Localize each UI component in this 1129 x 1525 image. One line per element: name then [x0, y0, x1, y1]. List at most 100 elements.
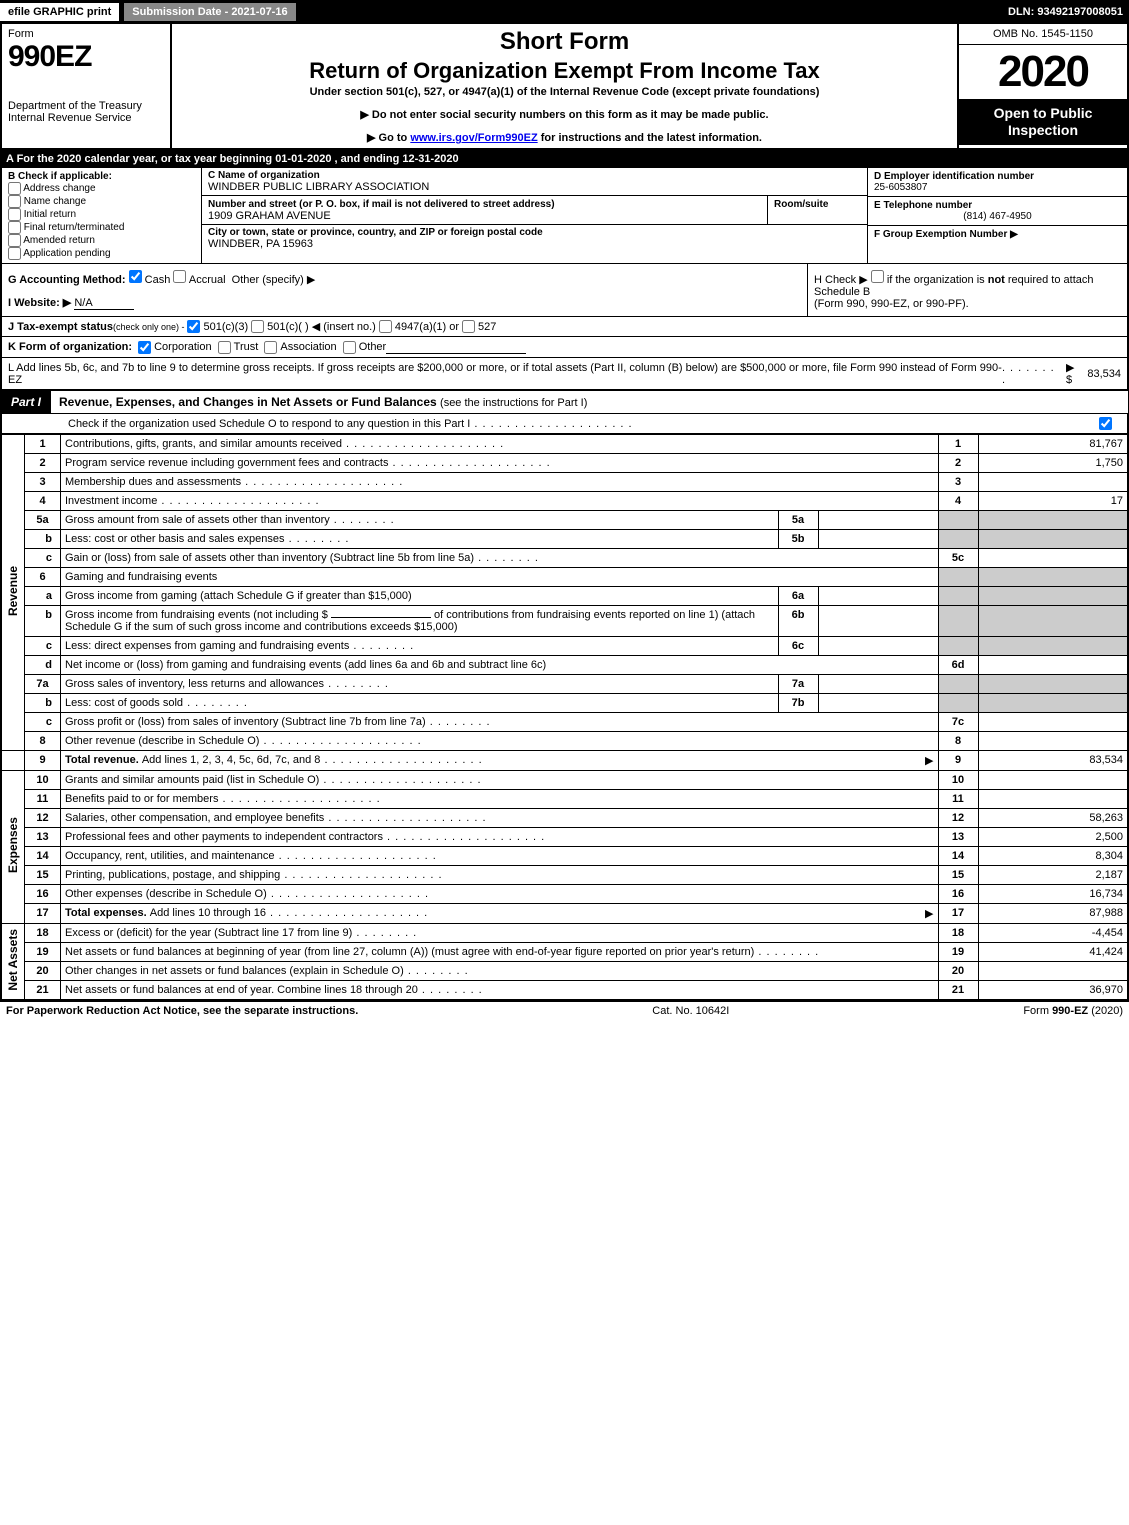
website-label: I Website: ▶ — [8, 297, 71, 309]
chk-association[interactable] — [264, 341, 277, 354]
row-1: Revenue 1Contributions, gifts, grants, a… — [1, 435, 1128, 454]
chk-4947[interactable] — [379, 320, 392, 333]
form-footer-label: Form 990-EZ (2020) — [1023, 1005, 1123, 1017]
amt-18: -4,454 — [978, 924, 1128, 943]
row-9: 9Total revenue. Add lines 1, 2, 3, 4, 5c… — [1, 751, 1128, 771]
row-6d: dNet income or (loss) from gaming and fu… — [1, 656, 1128, 675]
chk-501c[interactable] — [251, 320, 264, 333]
netassets-side-label: Net Assets — [6, 929, 20, 991]
website-value: N/A — [74, 297, 134, 310]
under-section: Under section 501(c), 527, or 4947(a)(1)… — [178, 86, 951, 98]
amt-12: 58,263 — [978, 809, 1128, 828]
amt-21: 36,970 — [978, 981, 1128, 1001]
line-g-h: G Accounting Method: Cash Accrual Other … — [0, 264, 1129, 317]
city-label: City or town, state or province, country… — [208, 227, 543, 238]
room-label: Room/suite — [774, 199, 828, 210]
row-6c: cLess: direct expenses from gaming and f… — [1, 637, 1128, 656]
row-6: 6Gaming and fundraising events — [1, 568, 1128, 587]
chk-trust[interactable] — [218, 341, 231, 354]
part-1-schedule-o-check: Check if the organization used Schedule … — [0, 414, 1129, 434]
return-title: Return of Organization Exempt From Incom… — [178, 58, 951, 84]
irs-label: Internal Revenue Service — [8, 112, 164, 124]
row-19: 19Net assets or fund balances at beginni… — [1, 943, 1128, 962]
line-a-tax-year: A For the 2020 calendar year, or tax yea… — [0, 150, 1129, 168]
amt-8 — [978, 732, 1128, 751]
row-16: 16Other expenses (describe in Schedule O… — [1, 885, 1128, 904]
row-10: Expenses 10Grants and similar amounts pa… — [1, 771, 1128, 790]
row-7c: cGross profit or (loss) from sales of in… — [1, 713, 1128, 732]
amt-17: 87,988 — [978, 904, 1128, 924]
amt-13: 2,500 — [978, 828, 1128, 847]
chk-527[interactable] — [462, 320, 475, 333]
ein-label: D Employer identification number — [874, 171, 1034, 182]
line-j-tax-exempt: J Tax-exempt status (check only one) - 5… — [0, 317, 1129, 337]
city-value: WINDBER, PA 15963 — [208, 238, 313, 250]
chk-address-change[interactable]: Address change — [8, 182, 195, 195]
ssn-warning: ▶ Do not enter social security numbers o… — [178, 108, 951, 121]
row-7a: 7aGross sales of inventory, less returns… — [1, 675, 1128, 694]
part-1-table: Revenue 1Contributions, gifts, grants, a… — [0, 434, 1129, 1001]
chk-final-return[interactable]: Final return/terminated — [8, 221, 195, 234]
part-1-header: Part I Revenue, Expenses, and Changes in… — [0, 390, 1129, 414]
chk-application-pending[interactable]: Application pending — [8, 247, 195, 260]
org-name: WINDBER PUBLIC LIBRARY ASSOCIATION — [208, 181, 429, 193]
row-5a: 5aGross amount from sale of assets other… — [1, 511, 1128, 530]
irs-link[interactable]: www.irs.gov/Form990EZ — [410, 132, 537, 144]
accounting-method-label: G Accounting Method: — [8, 274, 126, 286]
row-13: 13Professional fees and other payments t… — [1, 828, 1128, 847]
chk-name-change[interactable]: Name change — [8, 195, 195, 208]
row-6a: aGross income from gaming (attach Schedu… — [1, 587, 1128, 606]
chk-accrual[interactable] — [173, 270, 186, 283]
revenue-side-label: Revenue — [6, 566, 20, 616]
row-8: 8Other revenue (describe in Schedule O)8 — [1, 732, 1128, 751]
line-h-schedule-b: H Check ▶ if the organization is not req… — [807, 264, 1127, 316]
row-4: 4Investment income417 — [1, 492, 1128, 511]
dln-label: DLN: 93492197008051 — [1008, 6, 1129, 18]
chk-schedule-b[interactable] — [871, 270, 884, 283]
street-label: Number and street (or P. O. box, if mail… — [208, 199, 555, 210]
gross-receipts-amount: 83,534 — [1087, 368, 1121, 380]
chk-corporation[interactable] — [138, 341, 151, 354]
line-l-gross-receipts: L Add lines 5b, 6c, and 7b to line 9 to … — [0, 358, 1129, 390]
part-1-tag: Part I — [1, 391, 51, 413]
line-k-form-org: K Form of organization: Corporation Trus… — [0, 337, 1129, 358]
row-21: 21Net assets or fund balances at end of … — [1, 981, 1128, 1001]
department-label: Department of the Treasury — [8, 100, 164, 112]
form-number: 990EZ — [8, 40, 164, 74]
row-15: 15Printing, publications, postage, and s… — [1, 866, 1128, 885]
entity-box: B Check if applicable: Address change Na… — [0, 168, 1129, 264]
amt-15: 2,187 — [978, 866, 1128, 885]
row-2: 2Program service revenue including gover… — [1, 454, 1128, 473]
catalog-number: Cat. No. 10642I — [358, 1005, 1023, 1017]
chk-schedule-o-part1[interactable] — [1099, 417, 1112, 430]
row-18: Net Assets 18Excess or (deficit) for the… — [1, 924, 1128, 943]
row-6b: bGross income from fundraising events (n… — [1, 606, 1128, 637]
amt-1: 81,767 — [978, 435, 1128, 454]
chk-501c3[interactable] — [187, 320, 200, 333]
chk-initial-return[interactable]: Initial return — [8, 208, 195, 221]
amt-19: 41,424 — [978, 943, 1128, 962]
amt-3 — [978, 473, 1128, 492]
telephone-label: E Telephone number — [874, 200, 972, 211]
chk-other-org[interactable] — [343, 341, 356, 354]
submission-date-label: Submission Date - 2021-07-16 — [123, 2, 296, 22]
amt-6d — [978, 656, 1128, 675]
chk-cash[interactable] — [129, 270, 142, 283]
short-form-title: Short Form — [178, 28, 951, 56]
chk-amended-return[interactable]: Amended return — [8, 234, 195, 247]
omb-number: OMB No. 1545-1150 — [959, 24, 1127, 45]
group-exemption-label: F Group Exemption Number ▶ — [874, 229, 1018, 240]
row-11: 11Benefits paid to or for members11 — [1, 790, 1128, 809]
row-17: 17Total expenses. Add lines 10 through 1… — [1, 904, 1128, 924]
row-20: 20Other changes in net assets or fund ba… — [1, 962, 1128, 981]
form-header: Form 990EZ Department of the Treasury In… — [0, 24, 1129, 150]
row-5c: cGain or (loss) from sale of assets othe… — [1, 549, 1128, 568]
row-5b: bLess: cost or other basis and sales exp… — [1, 530, 1128, 549]
org-name-label: C Name of organization — [208, 170, 320, 181]
open-inspection: Open to Public Inspection — [959, 99, 1127, 145]
efile-print-label[interactable]: efile GRAPHIC print — [0, 3, 119, 21]
goto-instructions: ▶ Go to www.irs.gov/Form990EZ for instru… — [178, 131, 951, 144]
amt-2: 1,750 — [978, 454, 1128, 473]
row-14: 14Occupancy, rent, utilities, and mainte… — [1, 847, 1128, 866]
amt-20 — [978, 962, 1128, 981]
